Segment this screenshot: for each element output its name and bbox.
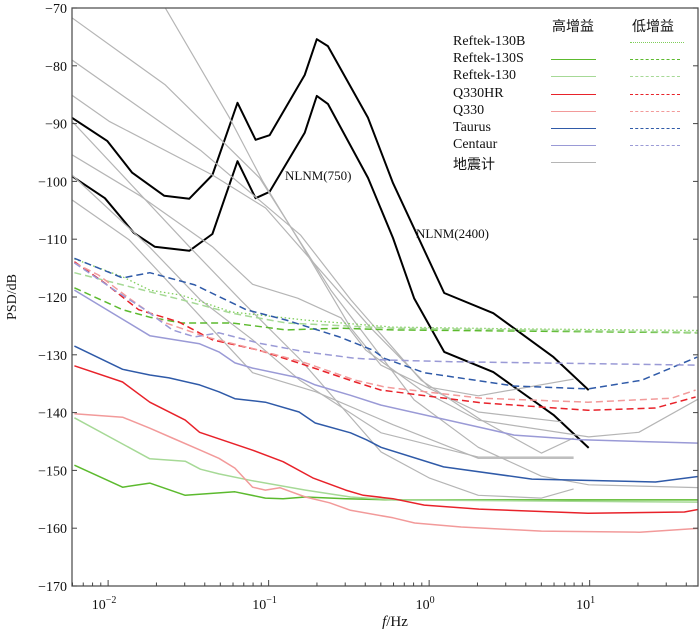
- series-line-20: [74, 413, 698, 533]
- y-tick-label: −140: [38, 407, 67, 422]
- legend-label: Centaur: [453, 137, 498, 153]
- legend-label: Q330: [453, 102, 485, 118]
- legend-entry-6: Centaur: [453, 137, 693, 154]
- legend-swatch-low-gain: [630, 42, 684, 43]
- series-line-6: [72, 174, 574, 458]
- legend-swatch-low-gain: [630, 59, 680, 61]
- series-line-4: [72, 94, 574, 397]
- y-tick-label: −70: [45, 2, 67, 17]
- series-line-9: [72, 59, 574, 454]
- legend-entry-5: Taurus: [453, 120, 693, 137]
- x-axis-label-unit: /Hz: [386, 614, 408, 630]
- legend-swatch-high-gain: [551, 128, 596, 129]
- legend-label: Reftek-130: [453, 68, 516, 84]
- series-line-8: [72, 199, 574, 459]
- series-line-0: [72, 38, 590, 391]
- annotation-nlnm-2400: NLNM(2400): [416, 226, 489, 241]
- series-line-14: [74, 262, 696, 403]
- series-line-18: [74, 417, 698, 503]
- legend-entry-0: Reftek-130B: [453, 34, 693, 51]
- x-tick-label: 10−1: [252, 595, 277, 613]
- annotation-nlnm-750: NLNM(750): [285, 168, 351, 183]
- series-line-7: [72, 120, 574, 499]
- y-tick-label: −130: [38, 349, 67, 364]
- series-line-19: [74, 365, 698, 514]
- legend-label: Q330HR: [453, 85, 504, 101]
- legend-entry-4: Q330: [453, 103, 693, 120]
- legend-swatch-high-gain: [551, 76, 596, 78]
- legend-swatch-high-gain: [551, 162, 596, 164]
- series-line-1: [72, 94, 590, 449]
- legend-entry-2: Reftek-130: [453, 68, 693, 85]
- legend-swatch-high-gain: [551, 59, 596, 61]
- legend-swatch-low-gain: [630, 128, 680, 129]
- series-line-3: [164, 8, 562, 423]
- legend-swatch-low-gain: [630, 93, 680, 95]
- y-axis-label: PSD/dB: [5, 274, 20, 320]
- series-line-5: [72, 154, 698, 438]
- series-line-15: [74, 257, 698, 390]
- legend-swatch-high-gain: [551, 93, 596, 95]
- y-tick-label: −80: [45, 60, 67, 75]
- series-line-2: [72, 17, 698, 489]
- series-line-12: [74, 271, 698, 333]
- y-tick-label: −120: [38, 291, 67, 306]
- y-tick-label: −150: [38, 464, 67, 479]
- legend-header-high-gain: 高增益: [552, 20, 594, 35]
- legend-swatch-low-gain: [630, 145, 680, 147]
- legend-entry-7: 地震计: [453, 154, 693, 174]
- y-tick-label: −110: [39, 233, 67, 248]
- x-tick-label: 100: [416, 595, 435, 613]
- legend-swatch-low-gain: [630, 110, 680, 112]
- series-line-13: [73, 261, 696, 412]
- y-tick-label: −170: [38, 580, 67, 595]
- legend-label: 地震计: [453, 158, 495, 174]
- legend-entry-1: Reftek-130S: [453, 51, 693, 68]
- legend: 高增益 低增益 Reftek-130B Reftek-130S Reftek-130…: [440, 12, 690, 177]
- y-tick-label: −90: [45, 118, 67, 133]
- y-tick-label: −160: [38, 522, 67, 537]
- legend-entry-3: Q330HR: [453, 86, 693, 103]
- axis-layer: −70 −80 −90 −100 −110 −120 −130 −140 −150 −160 −17…: [38, 2, 698, 613]
- series-layer: [72, 8, 698, 533]
- legend-label: Reftek-130B: [453, 34, 526, 49]
- series-line-17: [74, 464, 698, 501]
- y-tick-label: −100: [38, 175, 67, 190]
- legend-swatch-low-gain: [630, 76, 680, 78]
- series-line-16: [73, 262, 698, 366]
- legend-swatch-high-gain: [551, 110, 596, 112]
- legend-header-low-gain: 低增益: [632, 20, 674, 35]
- x-axis-label: f/Hz: [382, 614, 408, 630]
- legend-swatch-high-gain: [551, 145, 596, 147]
- legend-label: Reftek-130S: [453, 51, 524, 67]
- legend-label: Taurus: [453, 120, 491, 135]
- series-line-21: [74, 345, 698, 483]
- x-tick-label: 101: [576, 595, 595, 613]
- x-tick-label: 10−2: [92, 595, 117, 613]
- x-axis-label-f: f: [382, 614, 388, 630]
- series-line-22: [74, 289, 698, 444]
